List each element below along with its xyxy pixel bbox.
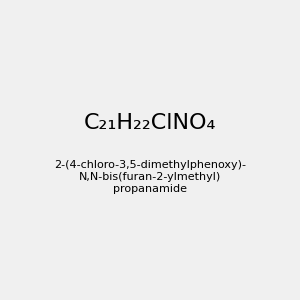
Text: 2-(4-chloro-3,5-dimethylphenoxy)-
N,N-bis(furan-2-ylmethyl)
propanamide: 2-(4-chloro-3,5-dimethylphenoxy)- N,N-bi… — [54, 160, 246, 194]
Text: C₂₁H₂₂ClNO₄: C₂₁H₂₂ClNO₄ — [84, 113, 216, 133]
